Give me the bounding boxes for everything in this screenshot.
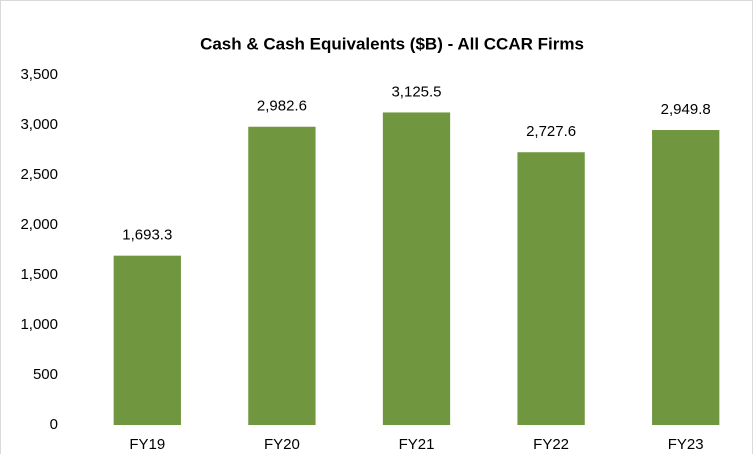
x-tick-label: FY22 — [533, 436, 569, 453]
y-tick-label: 500 — [33, 366, 58, 383]
bar — [248, 126, 316, 426]
data-label: 1,693.3 — [122, 227, 172, 244]
y-tick-label: 1,000 — [20, 316, 58, 333]
bar — [652, 130, 720, 425]
chart-title: Cash & Cash Equivalents ($B) - All CCAR … — [200, 34, 584, 53]
y-tick-label: 1,500 — [20, 266, 58, 283]
x-tick-label: FY23 — [668, 436, 704, 453]
y-tick-label: 3,000 — [20, 116, 58, 133]
data-label: 2,949.8 — [661, 101, 711, 118]
x-tick-label: FY19 — [129, 436, 165, 453]
data-label: 2,982.6 — [257, 98, 307, 115]
data-label: 3,125.5 — [391, 83, 441, 100]
x-tick-label: FY21 — [399, 436, 435, 453]
y-tick-label: 0 — [50, 416, 58, 433]
data-label: 2,727.6 — [526, 123, 576, 140]
bar — [113, 255, 181, 425]
y-tick-label: 2,500 — [20, 166, 58, 183]
y-tick-label: 2,000 — [20, 216, 58, 233]
bar — [382, 112, 451, 425]
bar — [517, 152, 585, 426]
y-tick-label: 3,500 — [20, 66, 58, 83]
x-tick-label: FY20 — [264, 436, 300, 453]
